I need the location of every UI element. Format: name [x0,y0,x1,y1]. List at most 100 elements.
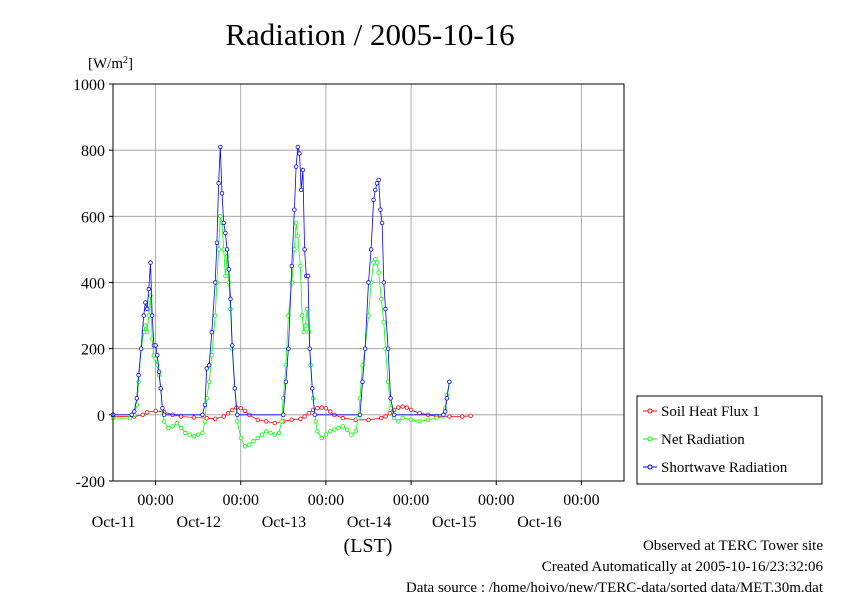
data-point [396,405,401,410]
data-point [136,379,141,384]
data-point [303,323,308,328]
data-point [323,406,329,411]
data-point [209,329,214,335]
data-point [191,415,197,420]
data-point [242,444,248,449]
data-point [340,424,346,429]
data-point [301,329,306,335]
data-point [153,343,158,348]
legend-label: Shortwave Radiation [661,460,788,476]
x-tick-date: Oct-11 [92,514,136,531]
data-point [255,435,260,441]
data-point [229,343,235,348]
x-tick-time: 00:00 [308,492,344,509]
data-point [400,415,405,421]
data-point [148,260,153,265]
x-tick-date: Oct-14 [347,514,391,531]
data-point [183,430,188,436]
data-point [319,435,324,441]
chart-title: Radiation / 2005-10-16 [225,17,514,52]
data-point [328,429,333,434]
y-unit-base: [W/m [88,56,123,72]
data-point [362,346,368,351]
data-point [141,313,146,318]
data-point [286,346,291,351]
data-point [368,247,374,252]
data-point [289,417,294,422]
y-unit-sup: 2 [123,55,128,66]
data-point [219,190,225,196]
data-point [212,313,218,318]
data-point [292,247,297,252]
data-point [218,214,223,219]
x-tick-time: 00:00 [223,492,259,509]
data-point [206,379,212,384]
data-point [408,417,414,422]
data-point [357,412,363,417]
data-point [447,379,452,384]
data-point [300,167,306,173]
data-point [143,300,148,305]
data-point [238,435,243,441]
data-point [144,306,150,312]
data-point [276,430,282,436]
data-point [178,414,184,419]
data-point [146,286,151,292]
series-net-radiation [110,214,452,449]
data-point [379,296,384,302]
data-point [460,414,465,419]
data-point [221,220,226,226]
data-point [264,419,269,424]
series-layer [110,144,473,449]
y-tick-label: 400 [81,276,105,293]
data-point [155,353,160,358]
data-point [381,280,386,285]
data-point [136,372,141,378]
data-point [283,379,289,384]
data-point [144,410,150,415]
x-tick-date: Oct-13 [262,514,306,531]
y-axis-ticks: 1000 800 600 400 200 0 -200 [73,77,113,491]
data-point [156,369,162,374]
data-point [374,181,380,186]
data-point [138,346,144,351]
x-axis-label: (LST) [344,535,393,557]
data-point [224,253,230,259]
data-point [225,411,231,416]
data-point [218,144,223,150]
data-point [444,396,450,401]
data-point [178,425,184,431]
data-point [360,379,365,384]
data-point [292,207,297,212]
data-point [226,280,231,285]
legend-swatch-marker [647,408,653,414]
data-point [289,263,294,269]
data-point [202,419,208,424]
y-tick-label: 800 [81,143,105,160]
data-point [221,414,226,419]
data-point [143,323,148,328]
data-point [443,409,448,414]
data-point [425,417,431,422]
data-point [299,313,305,318]
data-point [149,313,155,318]
data-point [299,187,304,193]
data-point [374,260,380,265]
data-point [366,417,371,422]
y-tick-label: 1000 [73,77,105,94]
data-point [202,402,208,408]
data-point [127,415,133,421]
data-point [166,425,171,431]
data-point [206,363,212,368]
data-point [388,406,393,411]
y-tick-label: -200 [76,474,105,491]
data-point [349,432,354,437]
data-point [313,419,318,424]
data-point [235,419,240,424]
data-point [158,386,163,391]
data-point [247,442,252,447]
x-tick-date: Oct-16 [517,514,561,531]
data-point [387,411,392,416]
data-point [328,409,333,414]
